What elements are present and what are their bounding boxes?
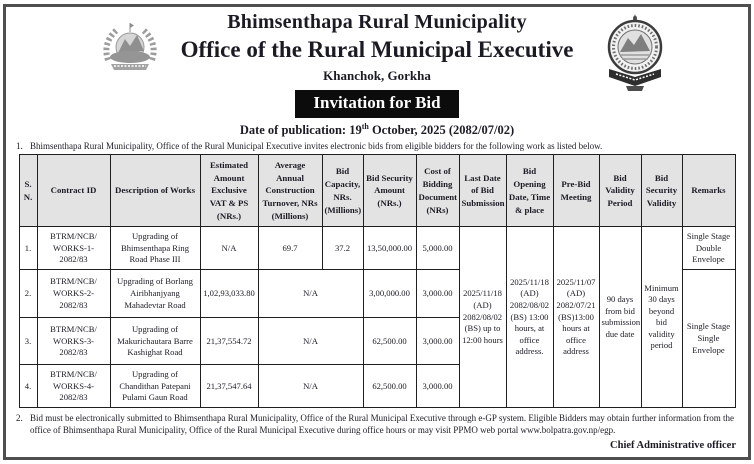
- bid-security-cell: 13,50,000.00: [362, 226, 417, 271]
- document-cost-cell: 3,000.00: [415, 364, 460, 409]
- nepal-emblem-icon: [103, 23, 157, 70]
- description-cell: Upgrading of Borlang Airibhanjyang Mahad…: [109, 269, 201, 319]
- note-1: 1. Bhimsenthapa Rural Municipality, Offi…: [14, 141, 740, 152]
- table-row: 3. BTRM/NCB/ WORKS-3-2082/83 Upgrading o…: [18, 317, 735, 366]
- column-header-bid-opening: Bid Opening Date, Time & place: [505, 154, 554, 228]
- publication-date: Date of publication: 19th October, 2025 …: [14, 122, 740, 138]
- table-header-row: S. N. Contract ID Description of Works E…: [18, 154, 736, 228]
- pre-bid-cell: 2025/11/07 (AD) 2082/07/21 (BS)13:00 hou…: [552, 226, 600, 409]
- column-header-turnover: Average Annual Construction Turnover, NR…: [257, 154, 323, 228]
- contract-id-cell: BTRM/NCB/ WORKS-4-2082/83: [36, 364, 111, 409]
- bid-security-cell: 3,00,000.00: [362, 269, 417, 319]
- bid-security-cell: 62,500.00: [362, 364, 417, 409]
- signature-line: Chief Administrative officer: [610, 439, 736, 451]
- document-page: Bhimsenthapa Rural Municipality Office o…: [3, 4, 751, 460]
- office-name: Office of the Rural Municipal Executive: [180, 37, 574, 62]
- document-cost-cell: 5,000.00: [415, 226, 460, 271]
- column-header-estimated-amount: Estimated Amount Exclusive VAT & PS (NRs…: [199, 154, 259, 228]
- document-cost-cell: 3,000.00: [415, 317, 460, 366]
- contract-id-cell: BTRM/NCB/ WORKS-1-2082/83: [36, 226, 111, 271]
- invitation-banner: Invitation for Bid: [295, 89, 459, 118]
- sn-cell: 2.: [18, 269, 38, 319]
- column-header-description: Description of Works: [109, 154, 201, 228]
- publication-date-text: Date of publication: 19: [239, 123, 362, 138]
- sn-cell: 4.: [18, 364, 38, 409]
- table-row: 4. BTRM/NCB/ WORKS-4-2082/83 Upgrading o…: [18, 364, 735, 409]
- location-line: Khanchok, Gorkha: [323, 67, 431, 83]
- last-date-cell: 2025/11/18 (AD) 2082/08/02 (BS) up to 12…: [458, 226, 507, 409]
- municipality-seal-icon: [607, 14, 663, 91]
- bid-opening-cell: 2025/11/18 (AD) 2082/08/02 (BS) 13:00 ho…: [505, 226, 554, 409]
- note-2-number: 2.: [16, 413, 23, 424]
- column-header-bid-security: Bid Security Amount (NRs.): [362, 154, 417, 228]
- column-header-bid-validity: Bid Validity Period: [598, 154, 642, 228]
- description-cell: Upgrading of Chandithan Patepani Pulami …: [109, 364, 201, 409]
- remarks-cell: Single Stage Single Envelope: [681, 269, 736, 409]
- contract-id-cell: BTRM/NCB/ WORKS-3-2082/83: [36, 317, 111, 366]
- estimated-amount-cell: 1,02,93,033.80: [199, 269, 259, 319]
- bid-security-cell: 62,500.00: [362, 317, 417, 366]
- turnover-capacity-cell: N/A: [257, 269, 364, 319]
- bid-capacity-cell: 37.2: [321, 226, 364, 271]
- contract-id-cell: BTRM/NCB/ WORKS-2-2082/83: [36, 269, 111, 319]
- column-header-security-validity: Bid Security Validity: [640, 154, 683, 228]
- bid-table: S. N. Contract ID Description of Works E…: [18, 154, 736, 409]
- note-1-text: Bhimsenthapa Rural Municipality, Office …: [30, 141, 603, 152]
- municipality-seal-logo: [604, 14, 666, 99]
- table-row: 1. BTRM/NCB/ WORKS-1-2082/83 Upgrading o…: [18, 226, 736, 409]
- turnover-capacity-cell: N/A: [257, 364, 364, 409]
- description-cell: Upgrading of Makurichautara Barre Kashig…: [109, 317, 201, 366]
- note-2-text: Bid must be electronically submitted to …: [30, 413, 735, 435]
- table-row: 2. BTRM/NCB/ WORKS-2-2082/83 Upgrading o…: [18, 269, 736, 409]
- estimated-amount-cell: N/A: [199, 226, 259, 271]
- security-validity-cell: Minimum 30 days beyond bid validity peri…: [640, 226, 683, 409]
- column-header-document-cost: Cost of Bidding Document (NRs): [415, 154, 460, 228]
- municipality-name: Bhimsenthapa Rural Municipality: [227, 11, 527, 33]
- document-header: Bhimsenthapa Rural Municipality Office o…: [14, 10, 740, 138]
- column-header-bid-capacity: Bid Capacity, NRs. (Millions): [321, 154, 364, 228]
- description-cell: Upgrading of Bhimsenthapa Ring Road Phas…: [109, 226, 201, 271]
- sn-cell: 1.: [18, 226, 38, 271]
- nepal-emblem-logo: [98, 20, 162, 83]
- estimated-amount-cell: 21,37,547.64: [199, 364, 259, 409]
- column-header-remarks: Remarks: [681, 154, 736, 228]
- sn-cell: 3.: [18, 317, 38, 366]
- document-cost-cell: 3,000.00: [415, 269, 460, 319]
- column-header-sn: S. N.: [18, 154, 38, 228]
- column-header-last-date: Last Date of Bid Submission: [458, 154, 507, 228]
- turnover-cell: 69.7: [257, 226, 323, 271]
- ordinal-suffix: th: [361, 121, 369, 131]
- turnover-capacity-cell: N/A: [257, 317, 364, 366]
- column-header-pre-bid: Pre-Bid Meeting: [552, 154, 600, 228]
- estimated-amount-cell: 21,37,554.72: [199, 317, 259, 366]
- remarks-cell: Single Stage Double Envelope: [681, 226, 736, 271]
- note-2: 2. Bid must be electronically submitted …: [14, 413, 740, 436]
- column-header-contract-id: Contract ID: [36, 154, 111, 228]
- bid-validity-cell: 90 days from bid submission due date: [598, 226, 642, 409]
- publication-date-rest: October, 2025 (2082/07/02): [368, 123, 515, 138]
- note-1-number: 1.: [16, 141, 23, 152]
